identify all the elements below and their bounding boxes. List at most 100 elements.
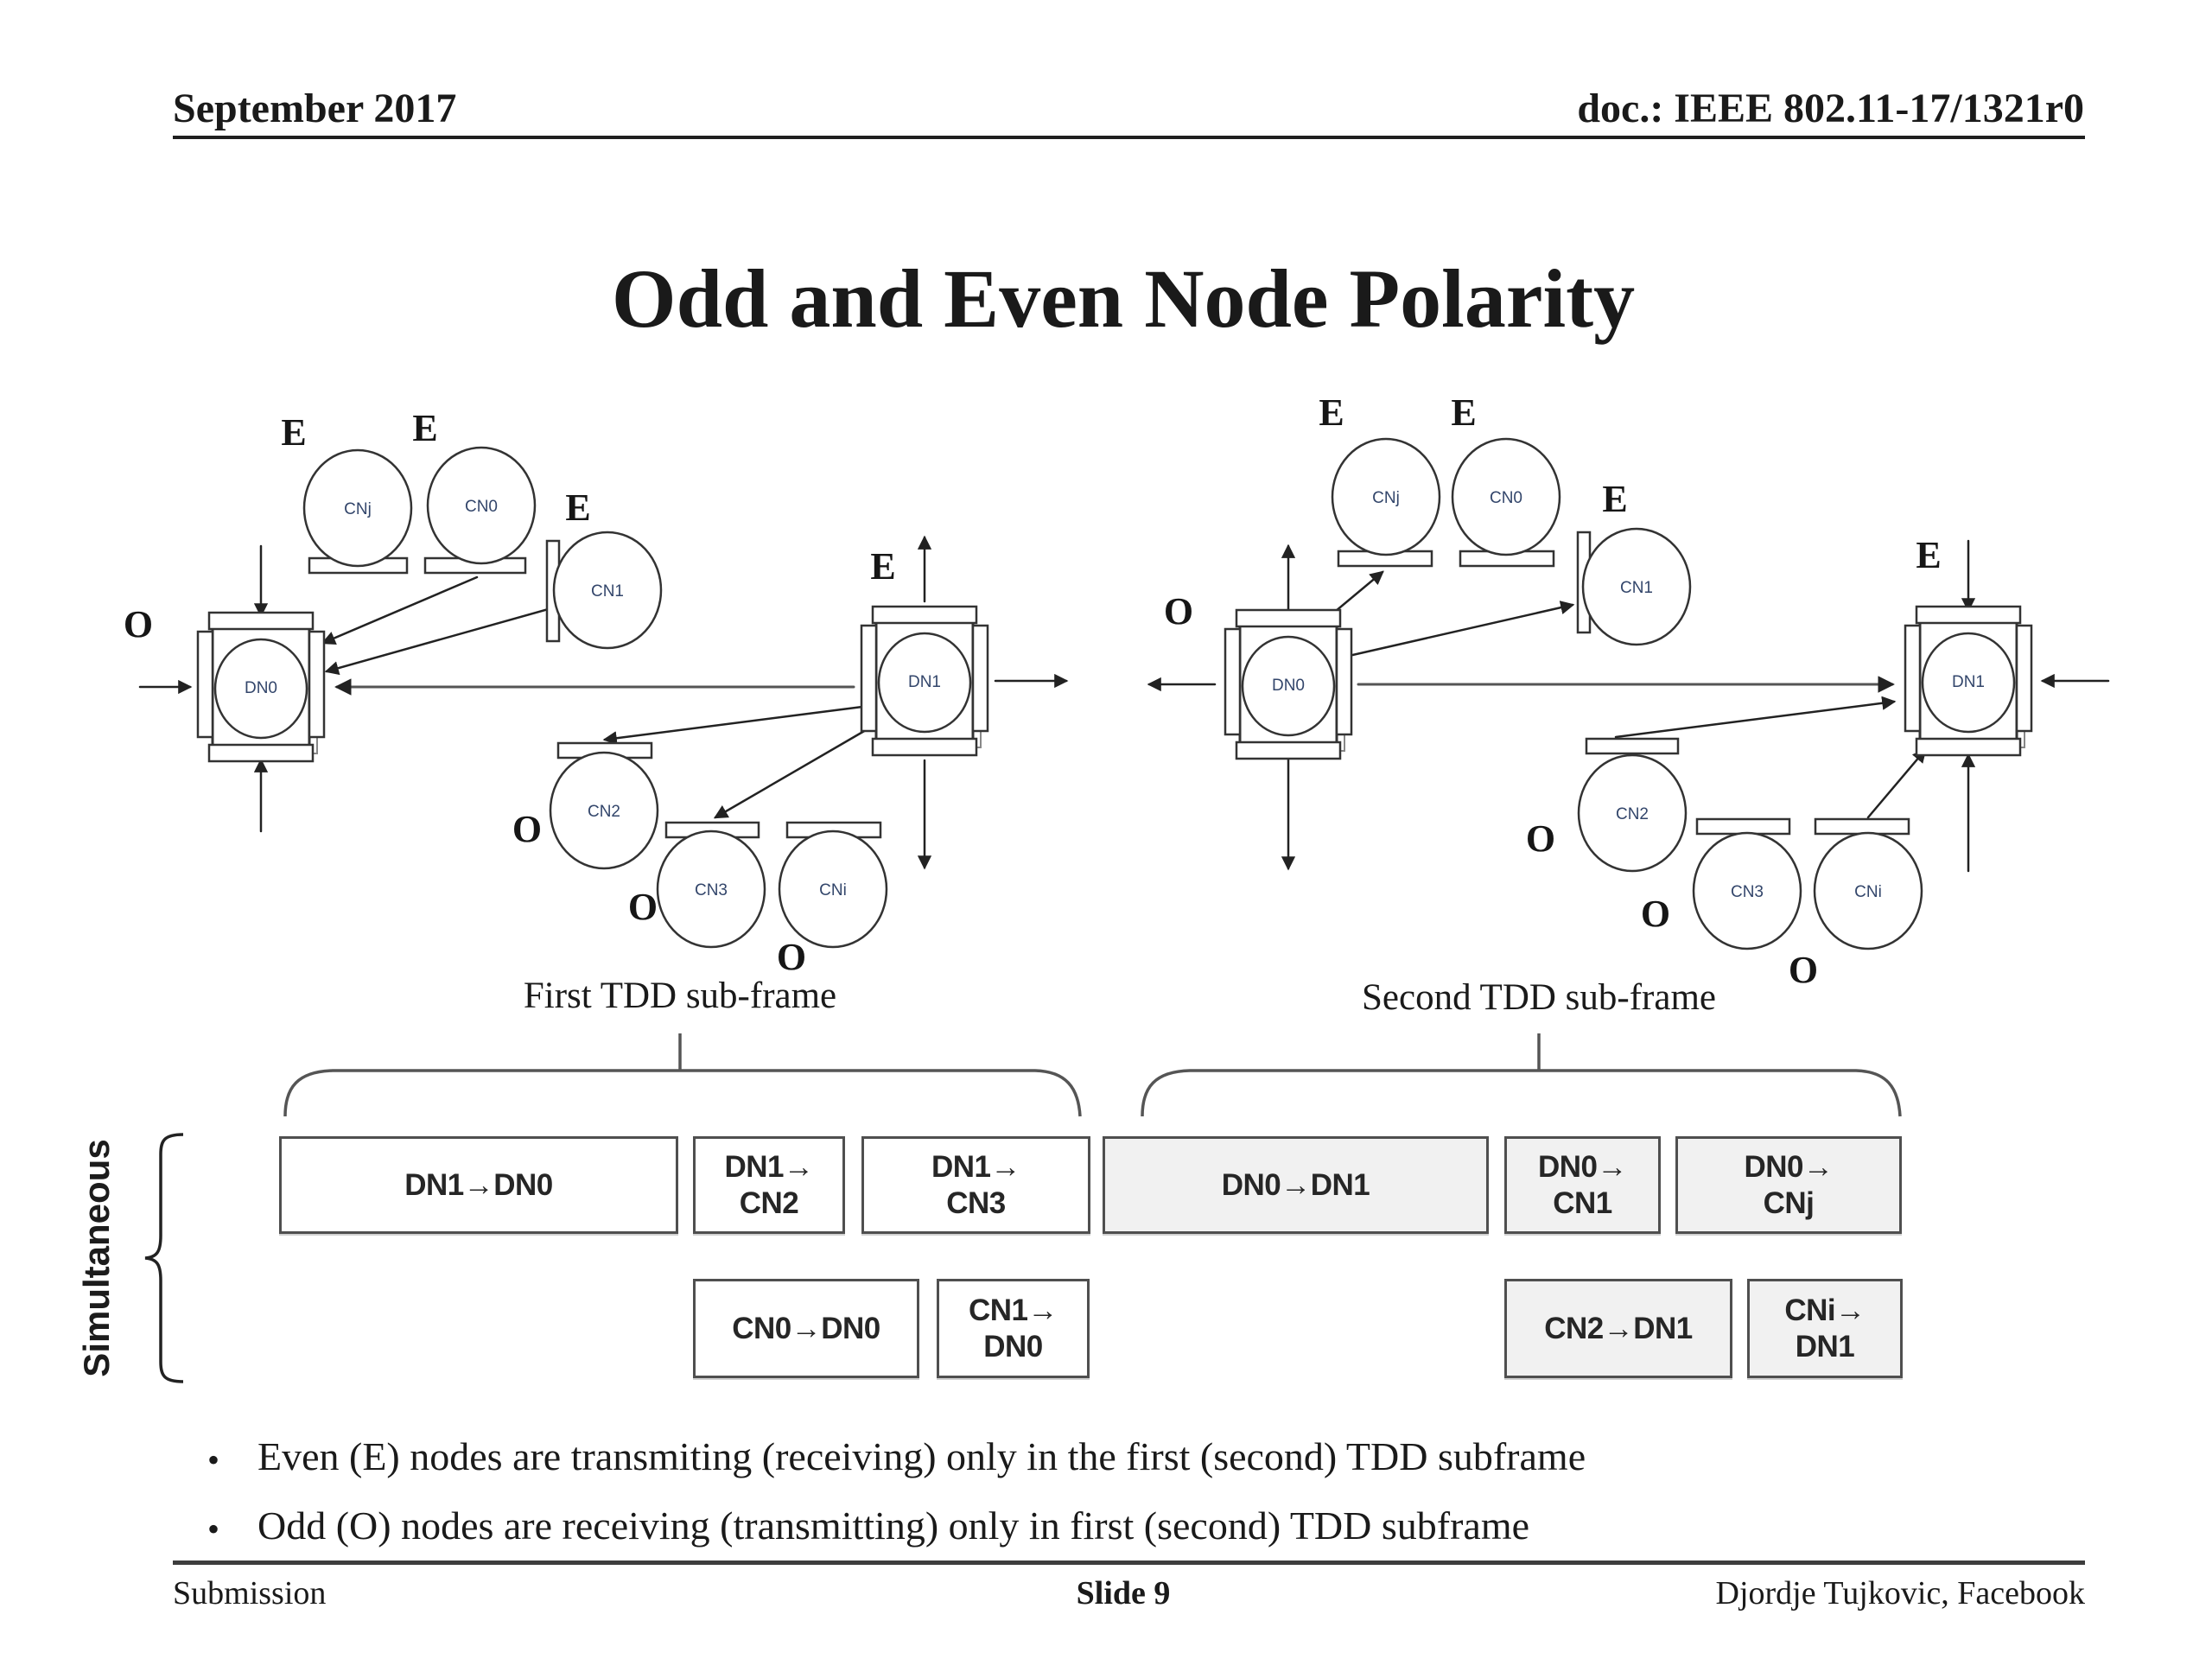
bullet-text: Odd (O) nodes are receiving (transmittin… (257, 1503, 1530, 1548)
label-cn1: CN1 (1620, 579, 1653, 597)
label-cni: CNi (1854, 883, 1882, 901)
label-dn0: DN0 (1272, 677, 1305, 695)
subframe-braces (283, 1033, 1902, 1117)
bullet-dot: • (207, 1440, 220, 1480)
diagram-second: CNj CN0 CN1 CN2 CN3 CNi DN0 DN1 E E E E … (1147, 391, 2110, 991)
schedule-box-dn1-cn2: DN1→ CN2 (693, 1136, 845, 1234)
schedule-box-text: DN1 (1795, 1329, 1855, 1363)
schedule-box-text: DN0→ (1744, 1150, 1834, 1185)
label-cnj: CNj (344, 500, 372, 518)
bullet-dot: • (207, 1510, 220, 1549)
node-cn1 (1581, 527, 1692, 646)
label-cn2: CN2 (588, 803, 620, 821)
node-cn0 (1451, 437, 1561, 556)
arrow-cni-to-dn1 (1866, 748, 1927, 819)
polarity-cn2: O (512, 808, 542, 850)
arrow-dn0-to-cn1 (1336, 601, 1575, 660)
polarity-dn1: E (1916, 534, 1941, 576)
polarity-cni: O (1789, 949, 1818, 991)
schedule-box-cni-dn1: CNi→ DN1 (1747, 1279, 1903, 1378)
panel-cn3 (1695, 817, 1791, 836)
polarity-cn0: E (412, 407, 437, 449)
schedule-box-text: CN2 (739, 1185, 799, 1220)
node-cn2 (1577, 753, 1688, 873)
polarity-cn1: E (565, 486, 590, 529)
polarity-cni: O (777, 936, 806, 978)
label-cn1: CN1 (591, 582, 624, 601)
schedule-box-dn0-cnj: DN0→ CNj (1675, 1136, 1902, 1234)
label-dn0: DN0 (245, 679, 277, 697)
node-cnj (1331, 437, 1441, 556)
schedule-box-dn0-cn1: DN0→ CN1 (1504, 1136, 1661, 1234)
schedule-box-text: CN3 (946, 1185, 1006, 1220)
panel-cni (1814, 817, 1910, 836)
arrow-dn1-to-cn2 (602, 705, 864, 746)
polarity-cnj: E (1319, 391, 1344, 434)
slide-title: Odd and Even Node Polarity (611, 252, 1636, 345)
schedule-box-dn1-dn0: DN1→DN0 (279, 1136, 678, 1234)
label-cn3: CN3 (695, 881, 728, 899)
schedule-box-text: DN1→DN0 (404, 1167, 553, 1202)
schedule-box-text: CNi→ (1784, 1294, 1866, 1328)
node-cn2 (549, 751, 659, 870)
label-cn3: CN3 (1731, 883, 1764, 901)
polarity-cn0: E (1451, 391, 1476, 434)
node-cni (778, 830, 888, 949)
schedule-box-text: CNj (1763, 1185, 1815, 1220)
brace-second-subframe (1141, 1069, 1902, 1117)
label-cn0: CN0 (1490, 489, 1522, 507)
polarity-cn3: O (1641, 893, 1670, 935)
node-cn0 (426, 446, 537, 565)
label-cnj: CNj (1372, 489, 1400, 507)
schedule-box-text: DN0 (983, 1329, 1043, 1363)
schedule-box-text: DN1→ (724, 1150, 814, 1185)
brace-first-subframe (283, 1069, 1082, 1117)
polarity-cn1: E (1602, 478, 1627, 520)
arrow-cn1-to-dn0 (324, 607, 553, 676)
polarity-cn2: O (1526, 817, 1555, 860)
label-cn2: CN2 (1616, 805, 1649, 823)
schedule-box-cn2-dn1: CN2→DN1 (1504, 1279, 1732, 1378)
bullet-text: Even (E) nodes are transmiting (receivin… (257, 1434, 1586, 1478)
label-dn1: DN1 (1952, 673, 1985, 691)
schedule-box-cn0-dn0: CN0→DN0 (693, 1279, 919, 1378)
node-cn3 (656, 830, 766, 949)
footer-slide-number: Slide 9 (1076, 1575, 1171, 1611)
schedule-box-dn1-cn3: DN1→ CN3 (861, 1136, 1090, 1234)
schedule-box-text: CN1 (1553, 1185, 1612, 1220)
arrow-cn2-to-dn1 (1614, 696, 1897, 739)
bullet-even-nodes: • Even (E) nodes are transmiting (receivi… (207, 1434, 2160, 1480)
label-cn0: CN0 (465, 498, 498, 516)
polarity-dn1: E (870, 545, 895, 588)
footer-submission: Submission (173, 1575, 327, 1611)
diagram-first: CNj CN0 CN1 CN2 CN3 CNi DN0 DN1 E E E E … (124, 407, 1069, 978)
bullet-odd-nodes: • Odd (O) nodes are receiving (transmitti… (207, 1503, 2160, 1549)
schedule-box-text: CN2→DN1 (1544, 1311, 1693, 1345)
caption-first-subframe: First TDD sub-frame (523, 976, 837, 1016)
caption-second-subframe: Second TDD sub-frame (1362, 977, 1716, 1018)
schedule-box-text: DN0→ (1537, 1150, 1628, 1185)
schedule-box-text: DN1→ (931, 1150, 1021, 1185)
label-dn1: DN1 (908, 673, 941, 691)
schedule-box-text: CN1→ (968, 1294, 1058, 1328)
simultaneous-label: Simultaneous (76, 1139, 117, 1376)
footer-author: Djordje Tujkovic, Facebook (1715, 1575, 2085, 1611)
polarity-dn0: O (124, 603, 153, 645)
polarity-cn3: O (628, 886, 658, 928)
polarity-cnj: E (281, 411, 306, 454)
node-cni (1813, 831, 1923, 950)
footer-rule (173, 1560, 2085, 1565)
simultaneous-bracket (144, 1133, 184, 1383)
node-cn3 (1692, 831, 1802, 950)
schedule-box-text: DN0→DN1 (1221, 1167, 1370, 1202)
schedule-box-cn1-dn0: CN1→ DN0 (937, 1279, 1090, 1378)
schedule-box-dn0-dn1: DN0→DN1 (1103, 1136, 1489, 1234)
header-date: September 2017 (173, 86, 457, 131)
schedule-box-text: CN0→DN0 (732, 1311, 880, 1345)
arrow-cn0-to-dn0 (321, 575, 479, 645)
header-rule (173, 136, 2085, 139)
polarity-dn0: O (1164, 590, 1193, 632)
panel-cn2 (1585, 737, 1680, 755)
